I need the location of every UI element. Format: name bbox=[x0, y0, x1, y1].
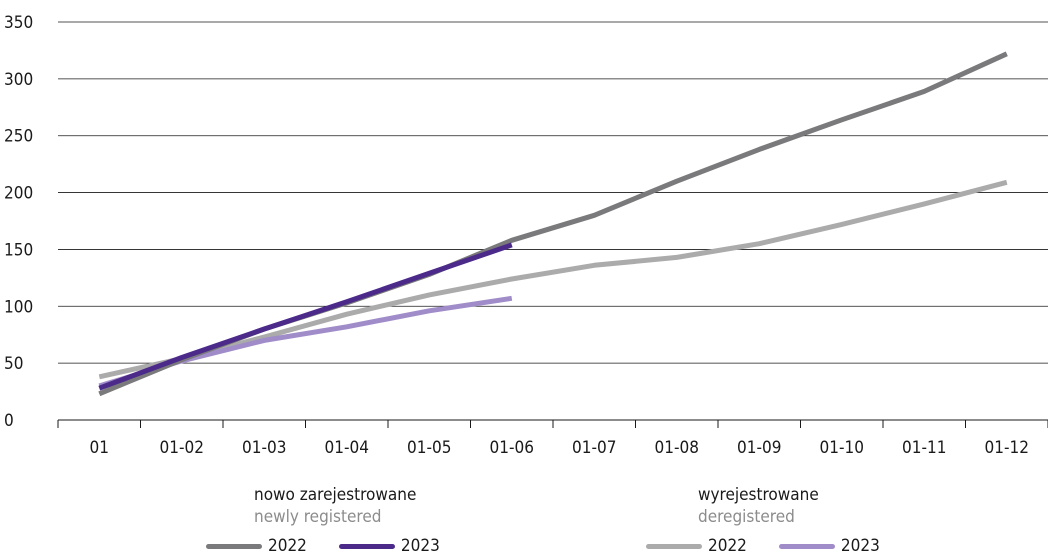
legend-group-subtitle: deregistered bbox=[698, 507, 795, 527]
y-tick-label: 50 bbox=[4, 354, 23, 374]
gridlines bbox=[58, 21, 1048, 364]
legend-label: 2022 bbox=[708, 536, 747, 556]
x-tick-label: 01-06 bbox=[490, 438, 534, 458]
y-tick-label: 250 bbox=[4, 127, 33, 147]
legend-label: 2022 bbox=[268, 536, 307, 556]
x-tick-label: 01-11 bbox=[902, 438, 946, 458]
x-tick-label: 01-10 bbox=[820, 438, 864, 458]
y-axis-ticks: 0 50 100 150 200 250 300 350 bbox=[4, 13, 33, 431]
legend-swatch bbox=[778, 543, 835, 549]
x-axis: 01 01-02 01-03 01-04 01-05 01-06 01-07 01-08 01-… bbox=[57, 419, 1048, 458]
y-tick-label: 350 bbox=[4, 13, 33, 33]
legend-swatch bbox=[206, 543, 262, 549]
series-line-deregistered-2023 bbox=[98, 295, 513, 389]
series-lines bbox=[98, 51, 1008, 397]
y-tick-label: 300 bbox=[4, 70, 33, 90]
series-line-deregistered-2022 bbox=[98, 179, 1008, 380]
legend-label: 2023 bbox=[840, 536, 880, 556]
x-tick-label: 01-03 bbox=[242, 438, 286, 458]
x-tick-label: 01 bbox=[90, 438, 109, 458]
legend-item: 2022 bbox=[206, 536, 307, 556]
x-tick-label: 01-02 bbox=[160, 438, 204, 458]
legend-group-subtitle: newly registered bbox=[254, 507, 382, 527]
legend-swatch bbox=[338, 543, 395, 549]
x-tick-label: 01-08 bbox=[655, 438, 699, 458]
legend-label: 2023 bbox=[400, 536, 440, 556]
legend-item: 2023 bbox=[778, 536, 880, 556]
series-line-newly-registered-2023 bbox=[98, 242, 513, 391]
y-tick-label: 150 bbox=[4, 240, 33, 260]
legend-row-newly-registered: 2022 2023 bbox=[206, 536, 472, 556]
legend-group-title: nowo zarejestrowane bbox=[254, 485, 417, 505]
x-tick-label: 01-05 bbox=[407, 438, 451, 458]
x-tick-label: 01-04 bbox=[325, 438, 369, 458]
legend-item: 2022 bbox=[646, 536, 747, 556]
x-tick-label: 01-09 bbox=[737, 438, 781, 458]
x-tick-label: 01-12 bbox=[985, 438, 1029, 458]
x-tick-label: 01-07 bbox=[572, 438, 616, 458]
legend-group-title: wyrejestrowane bbox=[698, 485, 819, 505]
y-tick-label: 100 bbox=[4, 297, 33, 317]
y-tick-label: 0 bbox=[4, 411, 14, 431]
legend-group-newly-registered: nowo zarejestrowane newly registered bbox=[254, 484, 416, 528]
legend-swatch bbox=[646, 543, 702, 549]
legend-row-deregistered: 2022 2023 bbox=[646, 536, 912, 556]
y-tick-label: 200 bbox=[4, 184, 33, 204]
legend-item: 2023 bbox=[338, 536, 440, 556]
legend-group-deregistered: wyrejestrowane deregistered bbox=[698, 484, 819, 528]
